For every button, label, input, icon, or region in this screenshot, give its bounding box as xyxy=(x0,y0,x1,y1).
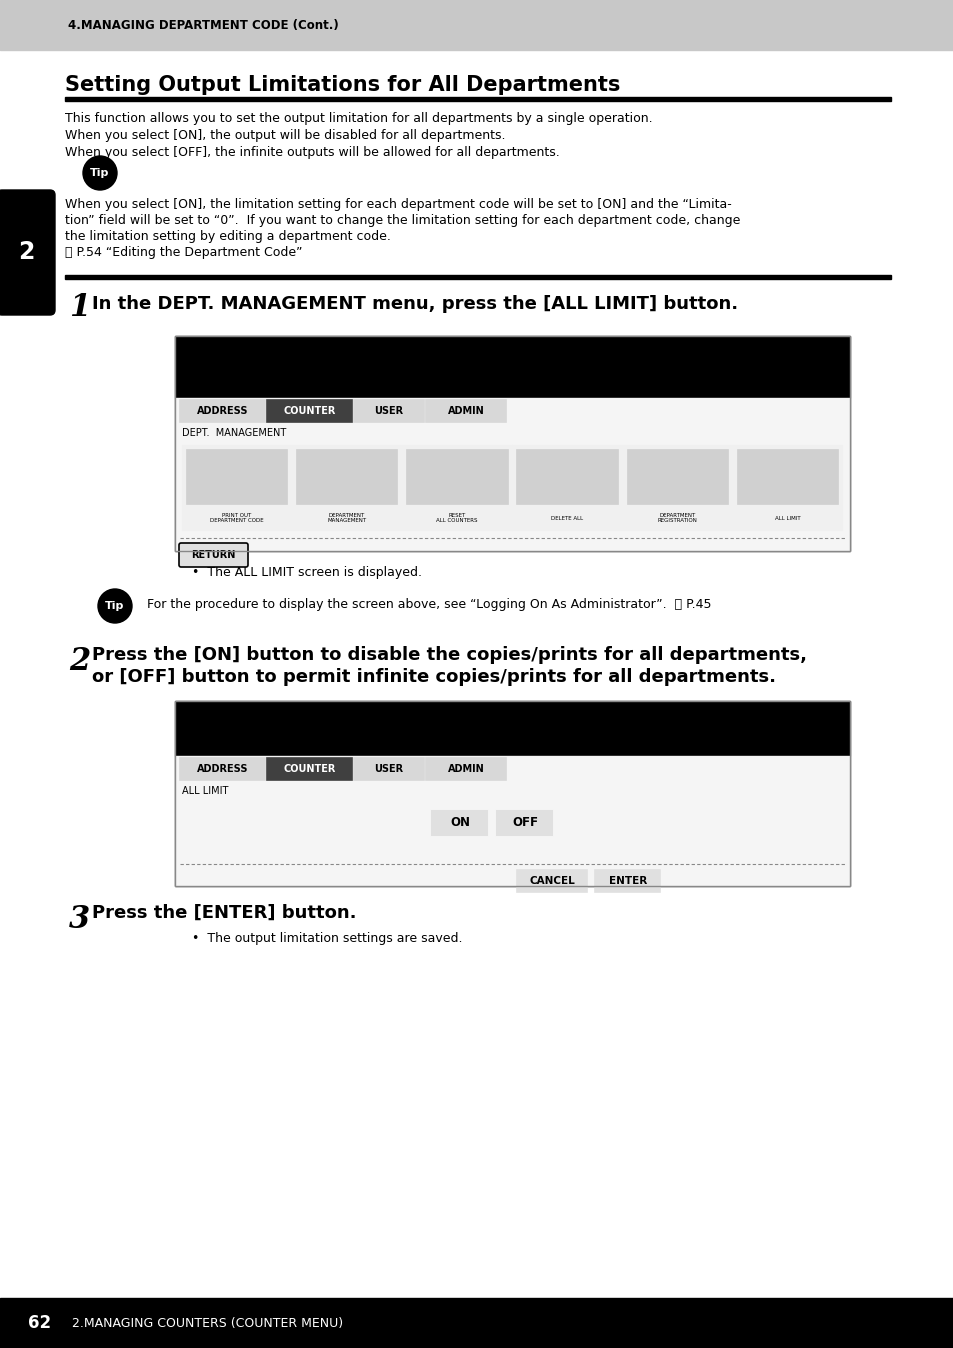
Bar xyxy=(426,758,505,780)
Text: tion” field will be set to “0”.  If you want to change the limitation setting fo: tion” field will be set to “0”. If you w… xyxy=(65,214,740,226)
Text: PRINT OUT
DEPARTMENT CODE: PRINT OUT DEPARTMENT CODE xyxy=(210,512,263,523)
Text: or [OFF] button to permit infinite copies/prints for all departments.: or [OFF] button to permit infinite copie… xyxy=(91,669,775,686)
Bar xyxy=(426,400,505,422)
Bar xyxy=(0,1298,953,1348)
Text: the limitation setting by editing a department code.: the limitation setting by editing a depa… xyxy=(65,231,391,243)
Bar xyxy=(406,449,507,504)
Text: 4.MANAGING DEPARTMENT CODE (Cont.): 4.MANAGING DEPARTMENT CODE (Cont.) xyxy=(68,19,338,31)
Bar xyxy=(174,336,849,551)
Text: ADMIN: ADMIN xyxy=(447,406,484,417)
Text: This function allows you to set the output limitation for all departments by a s: This function allows you to set the outp… xyxy=(65,112,652,125)
Text: •  The ALL LIMIT screen is displayed.: • The ALL LIMIT screen is displayed. xyxy=(192,566,421,580)
Text: DEPARTMENT
MANAGEMENT: DEPARTMENT MANAGEMENT xyxy=(327,512,366,523)
Bar xyxy=(354,400,423,422)
Bar xyxy=(354,758,423,780)
Bar xyxy=(182,445,291,530)
Text: ON: ON xyxy=(450,817,470,829)
Text: 2: 2 xyxy=(18,240,34,264)
Text: CANCEL: CANCEL xyxy=(529,876,575,886)
Bar xyxy=(65,97,890,101)
Text: ALL LIMIT: ALL LIMIT xyxy=(182,786,228,797)
Bar xyxy=(0,0,953,50)
Text: When you select [OFF], the infinite outputs will be allowed for all departments.: When you select [OFF], the infinite outp… xyxy=(65,146,559,159)
Bar xyxy=(174,756,849,886)
Bar xyxy=(626,449,727,504)
Text: 62: 62 xyxy=(28,1314,51,1332)
Text: 1: 1 xyxy=(69,293,91,324)
Bar xyxy=(65,275,890,279)
Bar xyxy=(267,400,352,422)
Bar xyxy=(432,811,487,834)
Text: 2.MANAGING COUNTERS (COUNTER MENU): 2.MANAGING COUNTERS (COUNTER MENU) xyxy=(71,1317,343,1329)
Text: USER: USER xyxy=(374,406,403,417)
Bar xyxy=(732,445,841,530)
Text: In the DEPT. MANAGEMENT menu, press the [ALL LIMIT] button.: In the DEPT. MANAGEMENT menu, press the … xyxy=(91,295,738,313)
Text: ADMIN: ADMIN xyxy=(447,764,484,774)
Bar xyxy=(516,449,617,504)
Bar xyxy=(174,701,849,886)
Text: USER: USER xyxy=(374,764,403,774)
Text: Tip: Tip xyxy=(91,168,110,178)
Bar xyxy=(174,398,849,551)
Text: DELETE ALL: DELETE ALL xyxy=(551,515,582,520)
Bar xyxy=(736,449,837,504)
Text: RETURN: RETURN xyxy=(191,550,235,559)
Text: RESET
ALL COUNTERS: RESET ALL COUNTERS xyxy=(436,512,477,523)
Circle shape xyxy=(83,156,117,190)
Bar xyxy=(180,758,265,780)
Bar xyxy=(180,400,265,422)
Bar xyxy=(174,336,849,551)
Text: When you select [ON], the limitation setting for each department code will be se: When you select [ON], the limitation set… xyxy=(65,198,731,212)
Bar xyxy=(295,449,396,504)
Bar xyxy=(174,701,849,886)
Text: ⌹ P.54 “Editing the Department Code”: ⌹ P.54 “Editing the Department Code” xyxy=(65,245,302,259)
Text: COUNTER: COUNTER xyxy=(283,406,335,417)
Bar xyxy=(267,758,352,780)
Bar xyxy=(517,869,587,892)
Text: ADDRESS: ADDRESS xyxy=(196,406,248,417)
Text: OFF: OFF xyxy=(512,817,537,829)
Bar xyxy=(186,449,287,504)
Text: 3: 3 xyxy=(69,905,91,936)
Text: DEPT.  MANAGEMENT: DEPT. MANAGEMENT xyxy=(182,429,286,438)
Bar xyxy=(512,445,621,530)
Text: ALL LIMIT: ALL LIMIT xyxy=(774,515,800,520)
Text: Press the [ENTER] button.: Press the [ENTER] button. xyxy=(91,905,356,922)
Text: DEPARTMENT
REGISTRATION: DEPARTMENT REGISTRATION xyxy=(657,512,697,523)
Text: Setting Output Limitations for All Departments: Setting Output Limitations for All Depar… xyxy=(65,75,619,94)
Text: ENTER: ENTER xyxy=(608,876,646,886)
Bar xyxy=(595,869,659,892)
Bar xyxy=(402,445,511,530)
Bar xyxy=(497,811,552,834)
FancyBboxPatch shape xyxy=(0,190,55,315)
Circle shape xyxy=(98,589,132,623)
FancyBboxPatch shape xyxy=(179,543,248,568)
Text: •  The output limitation settings are saved.: • The output limitation settings are sav… xyxy=(192,931,462,945)
Bar xyxy=(292,445,401,530)
Text: When you select [ON], the output will be disabled for all departments.: When you select [ON], the output will be… xyxy=(65,129,505,142)
Text: Press the [ON] button to disable the copies/prints for all departments,: Press the [ON] button to disable the cop… xyxy=(91,646,806,665)
Text: COUNTER: COUNTER xyxy=(283,764,335,774)
Text: Tip: Tip xyxy=(105,601,125,611)
Text: ADDRESS: ADDRESS xyxy=(196,764,248,774)
Bar xyxy=(622,445,731,530)
Text: 2: 2 xyxy=(69,646,91,677)
Text: For the procedure to display the screen above, see “Logging On As Administrator”: For the procedure to display the screen … xyxy=(147,599,711,611)
